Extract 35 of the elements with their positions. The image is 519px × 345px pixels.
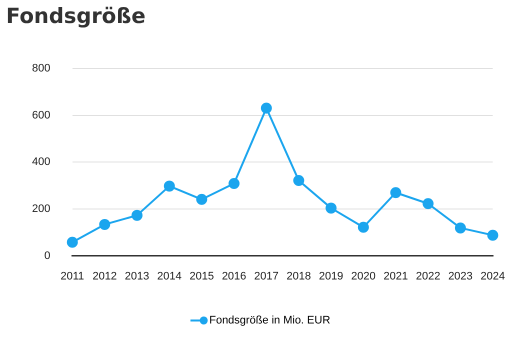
point bbox=[228, 178, 240, 189]
y-tick-label: 400 bbox=[32, 156, 50, 168]
point bbox=[293, 174, 304, 186]
legend-label: Fondsgröße in Mio. EUR bbox=[209, 314, 330, 327]
y-tick-label: 800 bbox=[32, 62, 50, 75]
y-tick-label: 0 bbox=[44, 250, 50, 262]
point bbox=[99, 218, 110, 230]
x-tick-label: 2013 bbox=[124, 270, 150, 282]
y-tick-label: 600 bbox=[32, 109, 50, 122]
point bbox=[196, 194, 208, 205]
chart-title: Fondsgröße bbox=[6, 4, 146, 28]
point bbox=[487, 230, 498, 241]
point bbox=[454, 222, 466, 234]
x-tick-label: 2015 bbox=[189, 270, 214, 282]
point bbox=[390, 187, 402, 198]
point bbox=[358, 222, 369, 233]
point bbox=[260, 102, 272, 114]
x-tick-label: 2017 bbox=[254, 270, 279, 282]
point bbox=[66, 236, 78, 248]
x-tick-label: 2014 bbox=[157, 270, 182, 282]
y-tick-label: 200 bbox=[32, 203, 50, 216]
point bbox=[326, 202, 337, 214]
point bbox=[164, 180, 175, 192]
x-tick-label: 2019 bbox=[318, 270, 344, 282]
x-tick-label: 2011 bbox=[60, 270, 84, 282]
x-tick-label: 2018 bbox=[286, 270, 311, 282]
x-tick-label: 2020 bbox=[351, 270, 376, 282]
x-tick-label: 2023 bbox=[448, 270, 473, 282]
x-tick-label: 2022 bbox=[416, 270, 440, 282]
x-tick-label: 2024 bbox=[480, 270, 506, 282]
x-tick-label: 2012 bbox=[92, 270, 117, 282]
x-tick-label: 2016 bbox=[222, 270, 246, 282]
x-tick-label: 2021 bbox=[384, 270, 408, 282]
point bbox=[132, 210, 143, 221]
point bbox=[422, 198, 434, 210]
